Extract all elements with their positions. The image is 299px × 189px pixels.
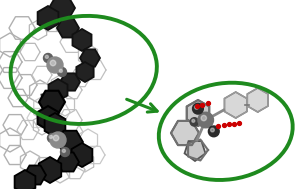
Circle shape — [50, 132, 66, 148]
Polygon shape — [57, 153, 79, 172]
Polygon shape — [57, 19, 79, 38]
Circle shape — [62, 149, 65, 153]
Circle shape — [190, 118, 199, 126]
Circle shape — [192, 119, 195, 122]
Polygon shape — [72, 29, 91, 51]
Circle shape — [59, 69, 62, 72]
Polygon shape — [48, 79, 68, 101]
Polygon shape — [38, 106, 58, 130]
Circle shape — [208, 126, 219, 137]
Polygon shape — [247, 88, 268, 112]
Circle shape — [210, 128, 214, 132]
Polygon shape — [39, 91, 65, 113]
Polygon shape — [76, 62, 94, 82]
Circle shape — [45, 55, 48, 58]
Circle shape — [198, 112, 213, 128]
Polygon shape — [187, 100, 209, 126]
Circle shape — [47, 57, 63, 73]
Polygon shape — [184, 141, 205, 161]
Polygon shape — [38, 6, 58, 30]
Polygon shape — [80, 49, 100, 67]
Polygon shape — [171, 121, 199, 145]
Polygon shape — [49, 0, 75, 19]
Polygon shape — [57, 131, 83, 153]
Polygon shape — [15, 170, 35, 189]
Polygon shape — [45, 113, 65, 137]
Circle shape — [53, 135, 59, 141]
Circle shape — [48, 133, 57, 143]
Polygon shape — [71, 143, 92, 167]
Polygon shape — [39, 157, 61, 183]
Polygon shape — [60, 73, 80, 91]
Circle shape — [43, 53, 53, 63]
Circle shape — [201, 115, 207, 121]
Polygon shape — [24, 166, 46, 184]
Circle shape — [60, 147, 69, 156]
Circle shape — [50, 60, 56, 66]
Polygon shape — [225, 92, 247, 118]
Circle shape — [195, 105, 199, 109]
Circle shape — [57, 67, 66, 77]
Circle shape — [49, 135, 52, 139]
Circle shape — [193, 103, 203, 114]
